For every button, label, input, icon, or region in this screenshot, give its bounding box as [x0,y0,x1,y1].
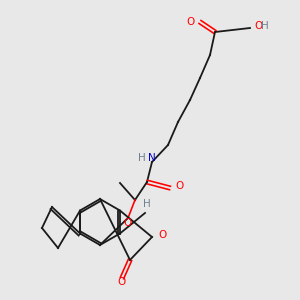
Text: O: O [158,230,166,240]
Text: O: O [118,277,126,287]
Text: O: O [175,181,183,191]
Text: O: O [254,21,262,31]
Text: H: H [138,153,146,163]
Text: N: N [148,153,156,163]
Text: O: O [187,17,195,27]
Text: H: H [261,21,269,31]
Text: H: H [143,199,151,209]
Text: O: O [124,218,132,228]
